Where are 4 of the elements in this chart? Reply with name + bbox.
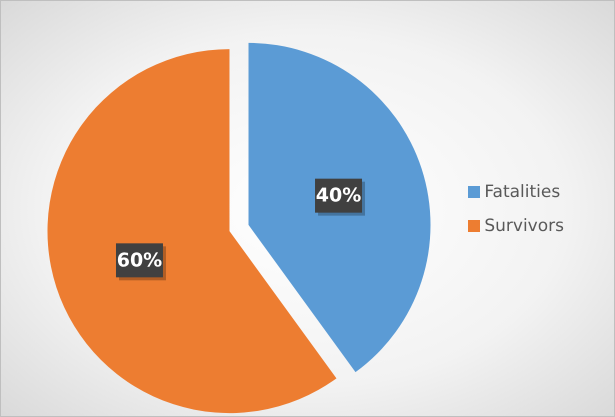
data-label: 60%: [116, 249, 162, 272]
data-label: 40%: [316, 184, 362, 207]
legend-label: Fatalities: [484, 182, 560, 202]
legend-label: Survivors: [484, 216, 564, 236]
